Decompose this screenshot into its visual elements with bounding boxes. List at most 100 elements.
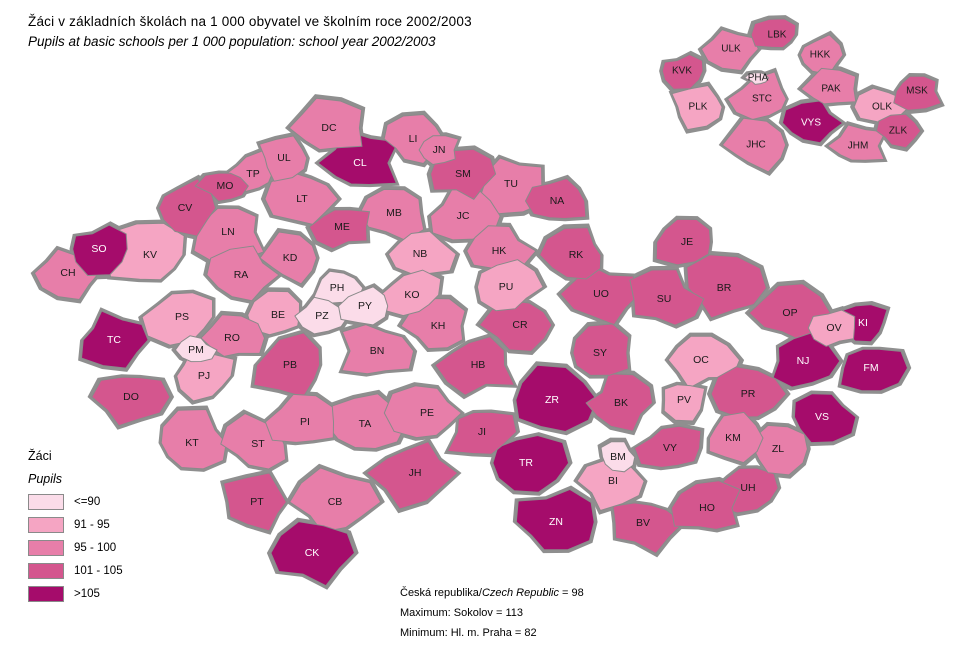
legend-label-4: >105 (74, 587, 100, 600)
region-label-LBK: LBK (768, 30, 787, 41)
district-label-PS: PS (175, 311, 189, 323)
district-PR (710, 366, 787, 418)
district-label-PH: PH (330, 282, 345, 294)
district-label-CR: CR (512, 319, 528, 331)
district-DC (288, 97, 363, 151)
region-label-PLK: PLK (689, 102, 708, 113)
district-PV (663, 384, 706, 422)
district-label-CK: CK (305, 547, 320, 559)
region-JHM (826, 124, 887, 161)
district-RA (206, 245, 280, 302)
district-JI (446, 411, 518, 455)
region-label-PHA: PHA (748, 73, 769, 84)
region-STC (726, 71, 787, 121)
district-label-BE: BE (271, 309, 285, 321)
district-label-TP: TP (246, 168, 259, 180)
country-label-english: Czech Republic (481, 587, 559, 599)
region-ZLK (875, 113, 922, 149)
district-PZ (294, 296, 350, 335)
district-RK (539, 227, 602, 280)
district-label-KV: KV (143, 249, 157, 261)
legend-title-czech: Žáci (28, 449, 52, 463)
district-UO (559, 263, 641, 326)
district-label-CV: CV (178, 202, 193, 214)
district-KD (259, 231, 318, 285)
region-ULK (700, 29, 759, 72)
district-NA (524, 177, 587, 220)
district-DO (91, 376, 171, 427)
legend-item-2: 95 - 100 (28, 539, 238, 556)
district-label-ZL: ZL (772, 443, 784, 455)
district-JH (365, 441, 459, 510)
district-label-MB: MB (386, 207, 402, 219)
title-czech: Žáci v základních školách na 1 000 obyva… (28, 14, 472, 29)
district-label-DO: DO (123, 391, 139, 403)
district-label-TC: TC (107, 334, 121, 346)
legend-label-0: <=90 (74, 495, 101, 508)
district-label-HO: HO (699, 502, 715, 514)
region-label-MSK: MSK (906, 86, 928, 97)
district-label-KI: KI (858, 317, 868, 329)
district-PE (383, 385, 463, 439)
district-label-FM: FM (863, 362, 878, 374)
region-KVK (661, 54, 704, 90)
legend-title-english: Pupils (28, 472, 63, 486)
legend-label-2: 95 - 100 (74, 541, 117, 554)
district-label-BK: BK (614, 397, 628, 409)
district-label-PR: PR (741, 388, 756, 400)
district-label-SO: SO (91, 243, 106, 255)
district-MO (194, 172, 249, 202)
legend-swatch-4 (28, 585, 64, 602)
district-label-DC: DC (321, 122, 337, 134)
district-BE (247, 290, 301, 336)
district-label-KD: KD (283, 252, 298, 264)
district-label-JN: JN (433, 144, 446, 156)
district-label-KH: KH (431, 320, 446, 332)
legend-item-0: <=90 (28, 493, 238, 510)
district-label-ZN: ZN (549, 516, 563, 528)
district-label-HB: HB (471, 359, 486, 371)
region-label-PAK: PAK (821, 84, 841, 95)
district-CR (478, 300, 553, 352)
district-label-LI: LI (409, 133, 418, 145)
maximum-line: Maximum: Sokolov = 113 (400, 607, 523, 619)
region-JHC (721, 117, 787, 173)
district-label-JH: JH (409, 467, 422, 479)
district-TC (80, 310, 149, 369)
district-label-OV: OV (826, 322, 841, 334)
district-HO (670, 480, 741, 530)
district-BN (341, 324, 415, 375)
district-label-JC: JC (457, 210, 470, 222)
district-label-KT: KT (185, 437, 199, 449)
district-LT (264, 171, 339, 225)
district-label-NB: NB (413, 248, 428, 260)
district-label-VY: VY (663, 442, 677, 454)
legend: Žáci Pupils <=90 91 - 95 95 - 100 101 - 105… (28, 449, 238, 602)
legend-label-1: 91 - 95 (74, 518, 110, 531)
district-label-BM: BM (610, 451, 626, 463)
region-VYS (781, 100, 844, 144)
district-KM (708, 411, 764, 464)
legend-swatch-3 (28, 562, 64, 579)
legend-swatch-1 (28, 516, 64, 533)
district-label-UO: UO (593, 288, 609, 300)
district-JN (418, 135, 460, 166)
district-label-TR: TR (519, 457, 533, 469)
region-MSK (893, 75, 943, 111)
district-label-MO: MO (217, 180, 234, 192)
district-label-RA: RA (234, 269, 249, 281)
district-CB (289, 467, 382, 533)
country-label-czech: Česká republika/ (400, 587, 482, 599)
district-label-PY: PY (358, 300, 372, 312)
district-label-SY: SY (593, 347, 607, 359)
country-average-line: Česká republika/Czech Republic = 98 (400, 583, 584, 603)
district-JE (655, 218, 711, 266)
district-label-PB: PB (283, 359, 297, 371)
district-label-PV: PV (677, 394, 691, 406)
district-FM (840, 348, 909, 392)
district-label-PE: PE (420, 407, 434, 419)
district-NB (387, 230, 457, 275)
region-PHA (743, 72, 770, 85)
legend-rows: <=90 91 - 95 95 - 100 101 - 105 >105 (28, 493, 238, 602)
